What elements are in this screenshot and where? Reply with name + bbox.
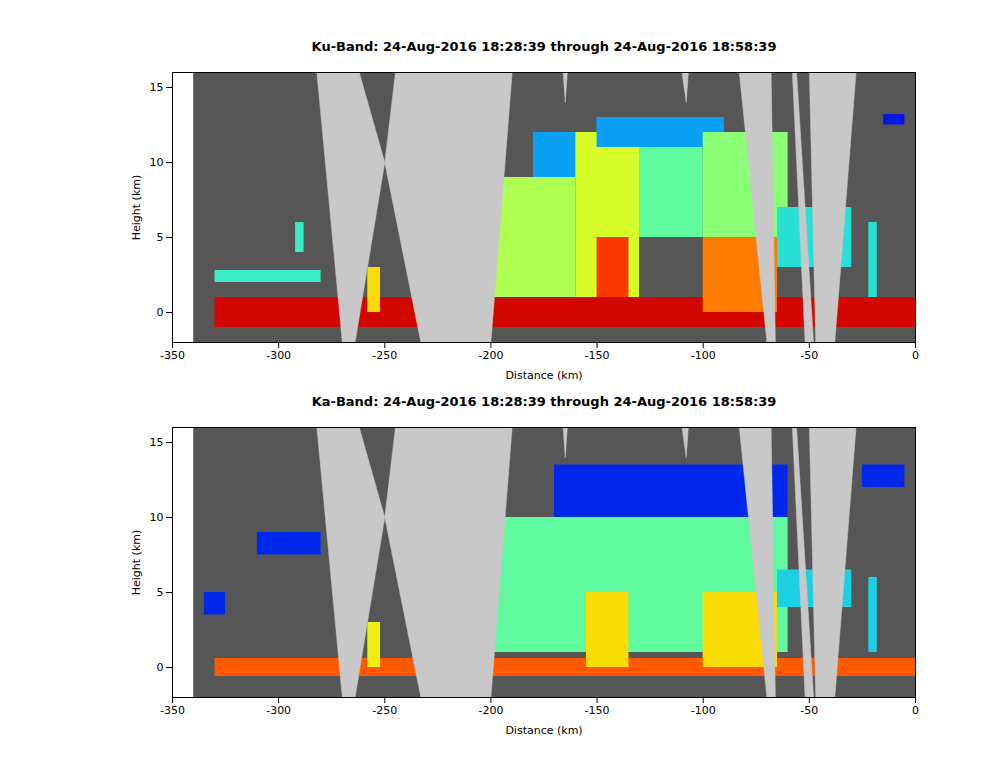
svg-text:Ku-Band: 24-Aug-2016 18:28:39: Ku-Band: 24-Aug-2016 18:28:39 through 24… <box>312 39 777 54</box>
svg-text:15: 15 <box>150 436 164 449</box>
svg-text:0: 0 <box>157 661 164 674</box>
svg-text:Height (km): Height (km) <box>130 175 143 241</box>
svg-text:-100: -100 <box>691 349 716 362</box>
svg-text:Ka-Band: 24-Aug-2016 18:28:39: Ka-Band: 24-Aug-2016 18:28:39 through 24… <box>312 394 777 409</box>
svg-text:-300: -300 <box>266 704 291 717</box>
svg-text:5: 5 <box>157 586 164 599</box>
svg-text:10: 10 <box>150 511 164 524</box>
svg-text:-250: -250 <box>372 349 397 362</box>
svg-text:5: 5 <box>157 231 164 244</box>
svg-text:0: 0 <box>157 306 164 319</box>
svg-text:15: 15 <box>150 81 164 94</box>
svg-text:-350: -350 <box>160 349 185 362</box>
svg-text:-300: -300 <box>266 349 291 362</box>
svg-text:Distance (km): Distance (km) <box>505 724 582 737</box>
svg-text:-50: -50 <box>800 704 818 717</box>
svg-text:Distance (km): Distance (km) <box>505 369 582 382</box>
svg-text:-100: -100 <box>691 704 716 717</box>
svg-text:0: 0 <box>912 704 919 717</box>
svg-text:-250: -250 <box>372 704 397 717</box>
svg-text:-350: -350 <box>160 704 185 717</box>
svg-text:0: 0 <box>912 349 919 362</box>
svg-text:-150: -150 <box>585 704 610 717</box>
svg-text:-200: -200 <box>478 349 503 362</box>
svg-text:-200: -200 <box>478 704 503 717</box>
svg-text:10: 10 <box>150 156 164 169</box>
svg-text:-50: -50 <box>800 349 818 362</box>
svg-text:Height (km): Height (km) <box>130 530 143 596</box>
svg-text:-150: -150 <box>585 349 610 362</box>
